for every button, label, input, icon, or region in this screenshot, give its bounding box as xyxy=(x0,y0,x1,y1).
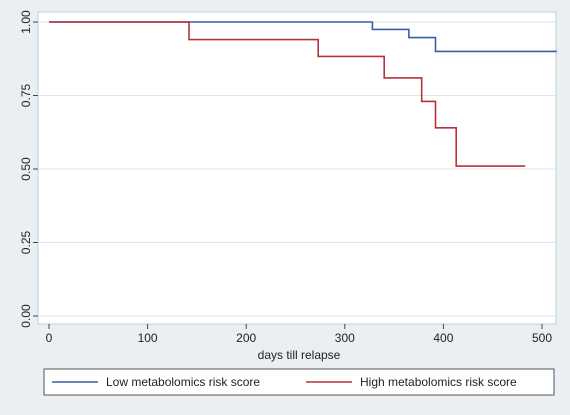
x-tick-label: 200 xyxy=(236,331,256,345)
x-tick-label: 500 xyxy=(532,331,552,345)
plot-area xyxy=(37,11,557,325)
axes: 0.00 0.25 0.50 0.75 1.00 0 100 200 300 400 500 xyxy=(19,10,552,345)
x-axis-title: days till relapse xyxy=(258,348,341,362)
x-tick-label: 400 xyxy=(433,331,453,345)
y-tick-label: 0.00 xyxy=(19,304,33,328)
x-tick-label: 300 xyxy=(335,331,355,345)
legend-label: High metabolomics risk score xyxy=(360,375,517,389)
y-tick-label: 1.00 xyxy=(19,10,33,34)
series-group xyxy=(49,21,557,167)
x-tick-label: 0 xyxy=(46,331,53,345)
legend-box xyxy=(43,368,555,396)
series-line-low-risk xyxy=(49,21,557,53)
legend: Low metabolomics risk score High metabolo… xyxy=(43,368,555,396)
grid-lines xyxy=(38,21,556,317)
y-tick-label: 0.75 xyxy=(19,83,33,107)
series-line-high-risk xyxy=(49,21,526,167)
y-tick-label: 0.50 xyxy=(19,157,33,181)
y-tick-label: 0.25 xyxy=(19,230,33,254)
legend-label: Low metabolomics risk score xyxy=(106,375,260,389)
x-tick-label: 100 xyxy=(138,331,158,345)
